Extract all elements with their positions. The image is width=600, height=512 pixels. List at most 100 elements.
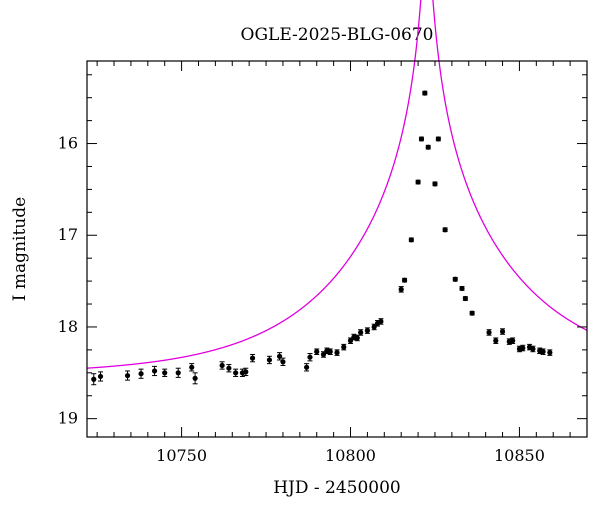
data-point <box>189 363 195 372</box>
data-point <box>219 361 225 370</box>
data-point <box>364 327 371 334</box>
data-point <box>266 355 273 365</box>
data-point <box>442 227 448 233</box>
data-point-marker <box>192 375 198 381</box>
data-point <box>334 349 340 356</box>
data-point <box>452 276 458 282</box>
data-point-marker <box>151 368 158 374</box>
x-axis-label: HJD - 2450000 <box>273 478 401 498</box>
data-point <box>97 371 104 382</box>
data-point-marker <box>408 237 414 243</box>
data-point <box>486 329 492 336</box>
data-point-marker <box>452 276 458 282</box>
data-point-marker <box>266 357 273 363</box>
data-point-marker <box>307 354 313 360</box>
data-point-marker <box>219 362 225 369</box>
data-point-marker <box>276 353 283 359</box>
data-point-marker <box>175 370 181 376</box>
data-point <box>520 344 526 352</box>
data-point <box>162 368 168 377</box>
data-point <box>415 179 421 185</box>
axes-layer <box>87 61 588 437</box>
data-point <box>432 181 438 187</box>
data-point <box>151 365 158 377</box>
data-point-marker <box>280 359 286 365</box>
data-point-marker <box>442 227 448 233</box>
data-point-marker <box>415 179 421 185</box>
data-point <box>462 295 468 302</box>
data-point <box>540 348 546 355</box>
data-point <box>493 337 499 344</box>
y-tick-label: 17 <box>58 225 78 244</box>
data-point-marker <box>97 373 104 380</box>
data-point <box>192 372 198 385</box>
data-point-marker <box>425 144 431 150</box>
data-point-marker <box>378 318 384 325</box>
data-point <box>506 338 512 345</box>
data-point-marker <box>547 350 553 356</box>
data-point <box>398 286 404 293</box>
plot-frame <box>86 60 588 438</box>
data-point-marker <box>243 369 249 375</box>
x-tick-labels: 10750 10800 10850 <box>156 446 545 465</box>
data-point <box>378 318 384 325</box>
data-point-marker <box>499 328 506 335</box>
data-point-marker <box>462 295 468 302</box>
data-point <box>243 367 249 377</box>
data-point <box>422 90 428 96</box>
chart-title: OGLE-2025-BLG-0670 <box>241 25 434 45</box>
data-point <box>226 364 232 373</box>
x-tick-label: 10850 <box>494 446 545 465</box>
x-tick-label: 10750 <box>156 446 207 465</box>
data-point <box>459 285 465 292</box>
data-point <box>510 337 516 344</box>
data-point <box>175 367 181 378</box>
data-point-marker <box>530 346 536 352</box>
data-point-marker <box>364 328 371 334</box>
data-point <box>530 345 536 353</box>
data-point-marker <box>138 371 144 377</box>
data-point-marker <box>358 329 364 336</box>
data-point <box>408 237 414 243</box>
data-point <box>233 368 239 377</box>
data-point <box>435 136 441 142</box>
data-point-marker <box>354 335 360 341</box>
data-point-marker <box>334 350 340 356</box>
data-point-marker <box>401 277 408 283</box>
data-point <box>249 353 256 363</box>
data-point-marker <box>233 370 239 376</box>
data-point-marker <box>459 285 465 292</box>
data-point <box>358 329 364 336</box>
data-point-marker <box>189 364 195 370</box>
data-point <box>314 348 320 355</box>
data-point <box>276 352 283 361</box>
data-point-marker <box>520 345 526 351</box>
data-point-marker <box>226 365 232 371</box>
data-point <box>401 277 408 283</box>
data-point-marker <box>327 349 333 355</box>
data-point-marker <box>422 90 428 96</box>
data-point <box>307 353 313 362</box>
y-tick-label: 19 <box>58 409 78 428</box>
data-point-marker <box>432 181 438 187</box>
y-axis-label: I magnitude <box>10 197 30 301</box>
data-point-marker <box>124 372 131 379</box>
data-point-marker <box>398 286 404 292</box>
data-point-marker <box>486 329 492 336</box>
data-point-marker <box>162 370 168 376</box>
data-point <box>499 328 506 335</box>
data-point-marker <box>341 344 347 350</box>
data-point-marker <box>91 376 97 382</box>
data-points-layer <box>91 90 553 386</box>
data-point <box>547 349 553 356</box>
data-point-marker <box>510 338 516 344</box>
y-tick-labels: 16 17 18 19 <box>58 134 78 428</box>
data-point <box>418 136 425 142</box>
data-point-marker <box>418 136 425 142</box>
data-point <box>327 348 333 355</box>
data-point <box>425 144 431 150</box>
y-tick-label: 18 <box>58 317 78 336</box>
data-point <box>124 370 131 381</box>
x-tick-label: 10800 <box>325 446 376 465</box>
